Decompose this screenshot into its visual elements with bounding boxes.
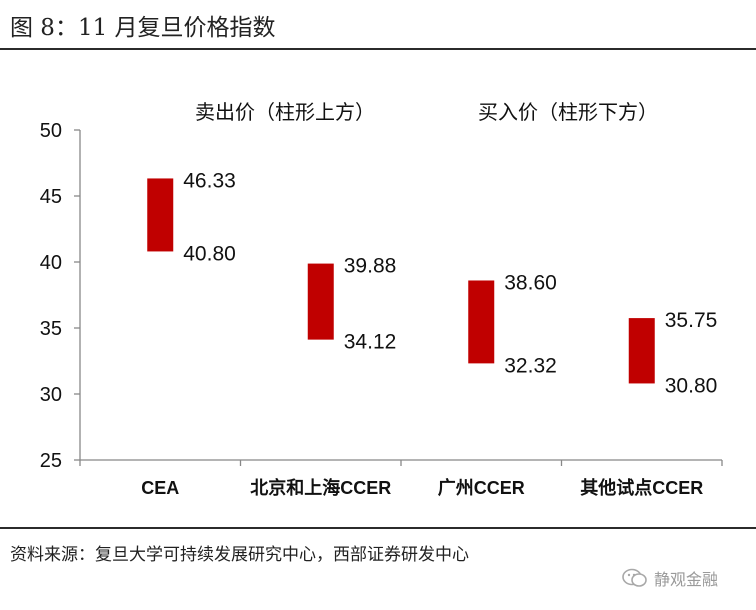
x-category-label: 广州CCER xyxy=(438,477,525,498)
watermark-text: 静观金融 xyxy=(654,570,719,589)
x-category-label: 其他试点CCER xyxy=(580,477,703,498)
y-tick-label: 40 xyxy=(40,252,62,274)
top-rule xyxy=(0,48,756,50)
watermark: 静观金融 xyxy=(622,566,718,590)
sell-price-label: 39.88 xyxy=(344,255,397,278)
range-bar xyxy=(468,280,495,364)
page-title: 图 8：11 月复旦价格指数 xyxy=(10,15,276,41)
buy-price-label: 34.12 xyxy=(344,331,397,354)
price-range-chart: 卖出价（柱形上方） 买入价（柱形下方） 25 30 35 40 45 50 CEA 北京和上海C… xyxy=(40,101,723,498)
y-tick-label: 45 xyxy=(40,186,62,208)
wechat-icon xyxy=(622,568,647,587)
y-tick-label: 50 xyxy=(40,120,62,142)
source-note: 资料来源：复旦大学可持续发展研究中心，西部证券研发中心 xyxy=(10,545,469,565)
bars xyxy=(147,178,655,384)
buy-price-label: 40.80 xyxy=(183,242,236,265)
legend-entry: 卖出价（柱形上方） xyxy=(195,101,375,124)
sell-price-label: 46.33 xyxy=(183,169,236,192)
range-bar xyxy=(307,263,334,340)
sell-price-label: 38.60 xyxy=(504,271,557,294)
range-bar xyxy=(147,178,174,252)
y-tick-label: 30 xyxy=(40,384,62,406)
x-category-label: 北京和上海CCER xyxy=(250,477,391,498)
y-tick-label: 25 xyxy=(40,450,62,472)
legend: 卖出价（柱形上方） 买入价（柱形下方） xyxy=(195,101,658,124)
legend-entry: 买入价（柱形下方） xyxy=(478,101,658,124)
sell-price-label: 35.75 xyxy=(665,309,718,332)
x-category-label: CEA xyxy=(141,478,179,498)
buy-price-label: 32.32 xyxy=(504,354,557,377)
axes: 25 30 35 40 45 50 CEA 北京和上海CCER 广州CCER 其他试点CCER xyxy=(40,120,723,498)
bottom-rule xyxy=(0,527,756,529)
y-tick-label: 35 xyxy=(40,318,62,340)
buy-price-label: 30.80 xyxy=(665,374,718,397)
range-bar xyxy=(628,318,655,384)
data-labels: 46.33 40.80 39.88 34.12 38.60 32.32 35.75 30.80 xyxy=(183,169,717,397)
